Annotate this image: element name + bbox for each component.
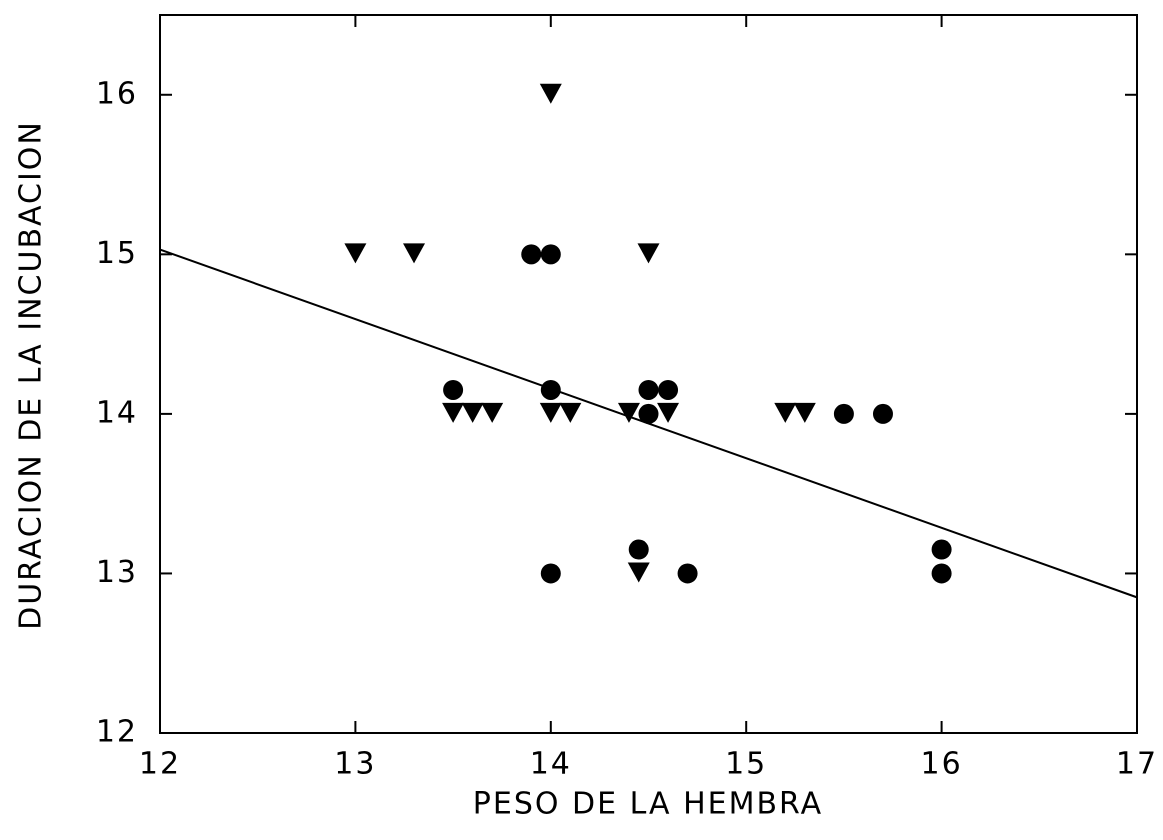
x-tick-label: 14	[530, 747, 572, 782]
circle-point	[931, 563, 952, 584]
circle-point	[540, 244, 561, 265]
circle-point	[628, 539, 649, 560]
triangle-point	[793, 402, 816, 423]
triangle-point	[442, 402, 465, 423]
triangle-point	[481, 402, 504, 423]
circle-point	[521, 244, 542, 265]
triangle-point	[403, 243, 426, 264]
triangle-point	[627, 562, 650, 583]
x-tick-label: 15	[725, 747, 767, 782]
circle-point	[658, 379, 679, 400]
circle-point	[872, 403, 893, 424]
circle-point	[540, 563, 561, 584]
plot-frame	[159, 14, 1138, 734]
circle-point	[677, 563, 698, 584]
circle-point	[638, 379, 659, 400]
triangle-point	[774, 402, 797, 423]
y-axis-label: DURACION DE LA INCUBACION	[14, 120, 49, 630]
circle-point	[540, 379, 561, 400]
y-tick-label: 14	[96, 395, 138, 430]
triangle-point	[657, 402, 680, 423]
x-tick-label: 17	[1116, 747, 1158, 782]
triangle-point	[461, 402, 484, 423]
triangle-point	[559, 402, 582, 423]
triangle-point	[637, 243, 660, 264]
y-tick-label: 13	[96, 555, 138, 590]
y-tick-label: 12	[96, 715, 138, 750]
triangle-point	[344, 243, 367, 264]
x-tick-label: 12	[139, 747, 181, 782]
triangle-point	[539, 402, 562, 423]
y-tick-label: 15	[96, 236, 138, 271]
x-axis-label: PESO DE LA HEMBRA	[473, 787, 823, 822]
y-tick-label: 16	[96, 76, 138, 111]
x-tick-label: 16	[921, 747, 963, 782]
triangle-point	[617, 402, 640, 423]
x-tick-label: 13	[334, 747, 376, 782]
circle-point	[443, 379, 464, 400]
circle-point	[833, 403, 854, 424]
circle-point	[931, 539, 952, 560]
circle-point	[638, 403, 659, 424]
triangle-point	[539, 83, 562, 104]
